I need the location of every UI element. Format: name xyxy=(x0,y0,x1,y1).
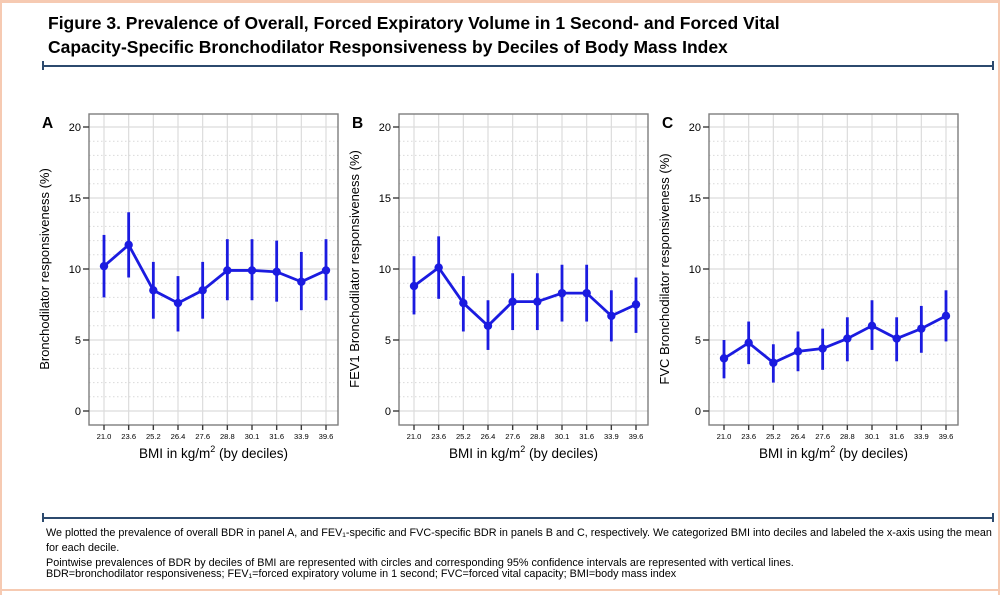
y-axis-title: FVC Bronchodilator responsiveness (%) xyxy=(657,153,672,384)
gridlines xyxy=(709,114,958,425)
y-tick-label: 20 xyxy=(689,122,701,134)
y-tick-label: 0 xyxy=(385,406,391,418)
y-tick-label: 20 xyxy=(69,122,81,134)
figure-abbreviations: BDR=bronchodilator responsiveness; FEV₁=… xyxy=(46,568,677,580)
data-points xyxy=(409,263,641,330)
data-line xyxy=(413,265,637,328)
footer-divider-line xyxy=(44,516,992,519)
x-tick-label: 31.6 xyxy=(889,432,904,441)
x-tick-label: 26.4 xyxy=(171,432,186,441)
data-points xyxy=(99,240,331,308)
y-axis-title: FEV1 Bronchodilator responsiveness (%) xyxy=(347,150,362,388)
x-axis-title: BMI in kg/m2 (by deciles) xyxy=(759,444,908,461)
axes: 0 5 10 15 20 21.0 23.6 25.2 26.4 27.6 28.8 30.1 31.6… xyxy=(69,122,334,441)
x-tick-label: 33.9 xyxy=(604,432,619,441)
panel-b-chart: 0 5 10 15 20 21.0 23.6 25.2 26.4 27.6 28.8 30.1 31.6… xyxy=(346,111,656,467)
x-tick-label: 21.0 xyxy=(97,432,112,441)
x-tick-label: 30.1 xyxy=(555,432,570,441)
y-axis-title: Bronchodilator responsiveness (%) xyxy=(37,168,52,370)
bottom-frame-line xyxy=(2,589,998,591)
x-tick-label: 28.8 xyxy=(530,432,545,441)
charts-row: 0 5 10 15 20 21.0 23.6 25.2 26.4 27.6 28.8 30.1 31.6… xyxy=(36,111,966,467)
data-line xyxy=(103,242,327,305)
x-tick-label: 28.8 xyxy=(840,432,855,441)
x-tick-label: 25.2 xyxy=(146,432,161,441)
panel-c-chart: 0 5 10 15 20 21.0 23.6 25.2 26.4 27.6 28.8 30.1 31.6… xyxy=(656,111,966,467)
gridlines xyxy=(399,114,648,425)
y-tick-label: 10 xyxy=(379,264,391,276)
y-tick-label: 0 xyxy=(695,406,701,418)
x-tick-label: 21.0 xyxy=(407,432,422,441)
panel-a-svg: 0 5 10 15 20 21.0 23.6 25.2 26.4 27.6 28.8 30.1 31.6… xyxy=(37,113,339,461)
y-tick-label: 5 xyxy=(385,335,391,347)
y-tick-label: 15 xyxy=(379,193,391,205)
figure-title-line1: Figure 3. Prevalence of Overall, Forced … xyxy=(48,13,780,33)
x-tick-label: 26.4 xyxy=(481,432,496,441)
x-tick-label: 31.6 xyxy=(269,432,284,441)
figure-title: Figure 3. Prevalence of Overall, Forced … xyxy=(48,11,948,59)
footer-divider-rule xyxy=(42,513,994,522)
x-tick-label: 28.8 xyxy=(220,432,235,441)
y-tick-label: 5 xyxy=(75,335,81,347)
y-tick-label: 5 xyxy=(695,335,701,347)
panel-a-chart: 0 5 10 15 20 21.0 23.6 25.2 26.4 27.6 28.8 30.1 31.6… xyxy=(36,111,346,467)
x-axis-title: BMI in kg/m2 (by deciles) xyxy=(139,444,288,461)
title-divider-line xyxy=(44,64,992,67)
x-tick-label: 23.6 xyxy=(431,432,446,441)
x-tick-label: 27.6 xyxy=(815,432,830,441)
panel-letter: C xyxy=(662,115,673,132)
x-tick-label: 39.6 xyxy=(939,432,954,441)
x-axis-title: BMI in kg/m2 (by deciles) xyxy=(449,444,598,461)
x-tick-label: 25.2 xyxy=(456,432,471,441)
x-tick-label: 23.6 xyxy=(741,432,756,441)
x-tick-label: 21.0 xyxy=(717,432,732,441)
x-tick-label: 26.4 xyxy=(791,432,806,441)
x-tick-label: 25.2 xyxy=(766,432,781,441)
panel-letter: B xyxy=(352,115,363,132)
y-tick-label: 10 xyxy=(69,264,81,276)
y-tick-label: 10 xyxy=(689,264,701,276)
y-tick-label: 0 xyxy=(75,406,81,418)
x-tick-label: 39.6 xyxy=(319,432,334,441)
x-tick-label: 39.6 xyxy=(629,432,644,441)
y-tick-label: 15 xyxy=(69,193,81,205)
x-tick-label: 27.6 xyxy=(505,432,520,441)
x-tick-label: 33.9 xyxy=(294,432,309,441)
x-tick-label: 30.1 xyxy=(865,432,880,441)
panel-c-svg: 0 5 10 15 20 21.0 23.6 25.2 26.4 27.6 28.8 30.1 31.6… xyxy=(657,113,959,461)
y-tick-label: 20 xyxy=(379,122,391,134)
panel-b-svg: 0 5 10 15 20 21.0 23.6 25.2 26.4 27.6 28.8 30.1 31.6… xyxy=(347,113,649,461)
figure-title-line2: Capacity-Specific Bronchodilator Respons… xyxy=(48,37,728,57)
panel-letter: A xyxy=(42,115,53,132)
axes: 0 5 10 15 20 21.0 23.6 25.2 26.4 27.6 28.8 30.1 31.6… xyxy=(379,122,644,441)
x-tick-label: 30.1 xyxy=(245,432,260,441)
gridlines xyxy=(89,114,338,425)
x-tick-label: 23.6 xyxy=(121,432,136,441)
data-line xyxy=(723,314,947,365)
caption-line2: Pointwise prevalences of BDR by deciles … xyxy=(46,557,794,569)
x-tick-label: 33.9 xyxy=(914,432,929,441)
y-tick-label: 15 xyxy=(689,193,701,205)
x-tick-label: 27.6 xyxy=(195,432,210,441)
axes: 0 5 10 15 20 21.0 23.6 25.2 26.4 27.6 28.8 30.1 31.6… xyxy=(689,122,954,441)
x-tick-label: 31.6 xyxy=(579,432,594,441)
figure-caption: We plotted the prevalence of overall BDR… xyxy=(46,526,992,571)
data-points xyxy=(719,311,951,367)
caption-line1: We plotted the prevalence of overall BDR… xyxy=(46,527,992,554)
title-divider-rule xyxy=(42,61,994,70)
